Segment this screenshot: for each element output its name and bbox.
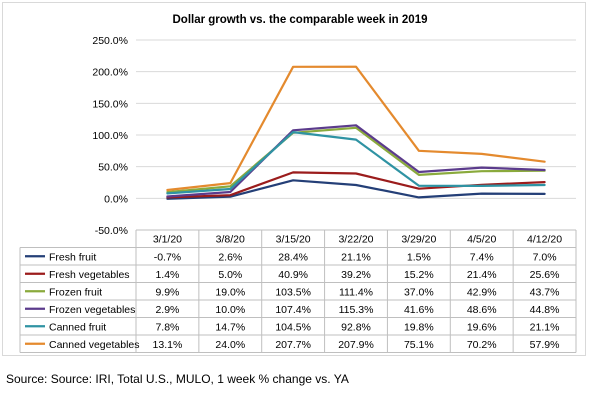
x-category-label: 3/29/20: [401, 234, 436, 246]
table-cell-value: 21.1%: [341, 251, 371, 263]
y-tick-label: 50.0%: [98, 162, 128, 174]
series-name: Canned fruit: [49, 321, 106, 333]
table-cell-value: 9.9%: [155, 286, 179, 298]
data-table: 3/1/20 3/8/20 3/15/20 3/22/20 3/29/20 4/5/20 4…: [19, 229, 577, 353]
table-cell-value: 104.5%: [275, 321, 311, 333]
y-axis-ticks: 250.0% 200.0% 150.0% 100.0% 50.0% 0.0% -50.0%: [92, 35, 128, 237]
series-lines: [166, 65, 546, 200]
table-cell-value: 5.0%: [218, 269, 242, 281]
table-cell-value: 19.6%: [467, 321, 497, 333]
x-category-label: 3/8/20: [216, 234, 245, 246]
x-category-label: 4/12/20: [527, 234, 562, 246]
source-note: Source: Source: IRI, Total U.S., MULO, 1…: [6, 372, 349, 386]
table-cell-value: 41.6%: [404, 304, 434, 316]
series-name: Frozen fruit: [49, 286, 102, 298]
table-cell-value: 15.2%: [404, 269, 434, 281]
table-cell-value: 42.9%: [467, 286, 497, 298]
x-category-label: 3/22/20: [338, 234, 373, 246]
table-cell-value: 21.4%: [467, 269, 497, 281]
y-tick-label: 250.0%: [92, 35, 128, 47]
y-tick-label: 150.0%: [92, 98, 128, 110]
x-category-label: 4/5/20: [467, 234, 496, 246]
table-cell-value: 107.4%: [275, 304, 311, 316]
table-cell-value: 2.9%: [155, 304, 179, 316]
table-cell-value: -0.7%: [154, 251, 181, 263]
table-cell-value: 14.7%: [215, 321, 245, 333]
series-line: [166, 179, 546, 200]
table-cell-value: 13.1%: [153, 339, 183, 351]
table-cell-value: 70.2%: [467, 339, 497, 351]
table-cell-value: 7.0%: [533, 251, 557, 263]
table-cell-value: 7.8%: [155, 321, 179, 333]
table-cell-value: 57.9%: [530, 339, 560, 351]
table-cell-value: 92.8%: [341, 321, 371, 333]
table-cell-value: 207.9%: [338, 339, 374, 351]
series-line: [166, 65, 546, 192]
y-tick-label: 0.0%: [104, 193, 128, 205]
table-cell-value: 28.4%: [278, 251, 308, 263]
table-cell-value: 37.0%: [404, 286, 434, 298]
y-tick-label: 200.0%: [92, 67, 128, 79]
series-line: [166, 126, 546, 194]
table-cell-value: 115.3%: [339, 304, 374, 316]
table-cell-value: 44.8%: [530, 304, 560, 316]
series-line: [166, 131, 546, 195]
series-name: Frozen vegetables: [49, 304, 135, 316]
table-cell-value: 48.6%: [467, 304, 497, 316]
series-name: Fresh fruit: [49, 251, 96, 263]
table-cell-value: 103.5%: [275, 286, 311, 298]
table-cell-value: 19.0%: [215, 286, 245, 298]
chart-frame: [2, 2, 586, 356]
table-cell-value: 75.1%: [404, 339, 434, 351]
table-cell-value: 24.0%: [215, 339, 245, 351]
table-cell-value: 19.8%: [404, 321, 434, 333]
y-tick-label: -50.0%: [95, 225, 128, 237]
table-cell-value: 7.4%: [470, 251, 494, 263]
series-line: [166, 124, 546, 198]
table-cell-value: 21.1%: [530, 321, 560, 333]
series-name: Canned vegetables: [49, 339, 140, 351]
table-cell-value: 1.4%: [155, 269, 179, 281]
line-chart: Dollar growth vs. the comparable week in…: [19, 14, 577, 353]
x-category-label: 3/1/20: [153, 234, 182, 246]
table-cell-value: 43.7%: [530, 286, 560, 298]
table-cell-value: 39.2%: [341, 269, 371, 281]
table-cell-value: 40.9%: [278, 269, 308, 281]
table-cell-value: 2.6%: [218, 251, 242, 263]
table-cell-value: 10.0%: [215, 304, 245, 316]
chart-title: Dollar growth vs. the comparable week in…: [172, 14, 427, 26]
y-tick-label: 100.0%: [92, 130, 128, 142]
x-category-label: 3/15/20: [276, 234, 311, 246]
series-name: Fresh vegetables: [49, 269, 130, 281]
table-cell-value: 25.6%: [530, 269, 560, 281]
table-cell-value: 1.5%: [407, 251, 431, 263]
table-cell-value: 111.4%: [339, 286, 373, 298]
table-cell-value: 207.7%: [275, 339, 311, 351]
